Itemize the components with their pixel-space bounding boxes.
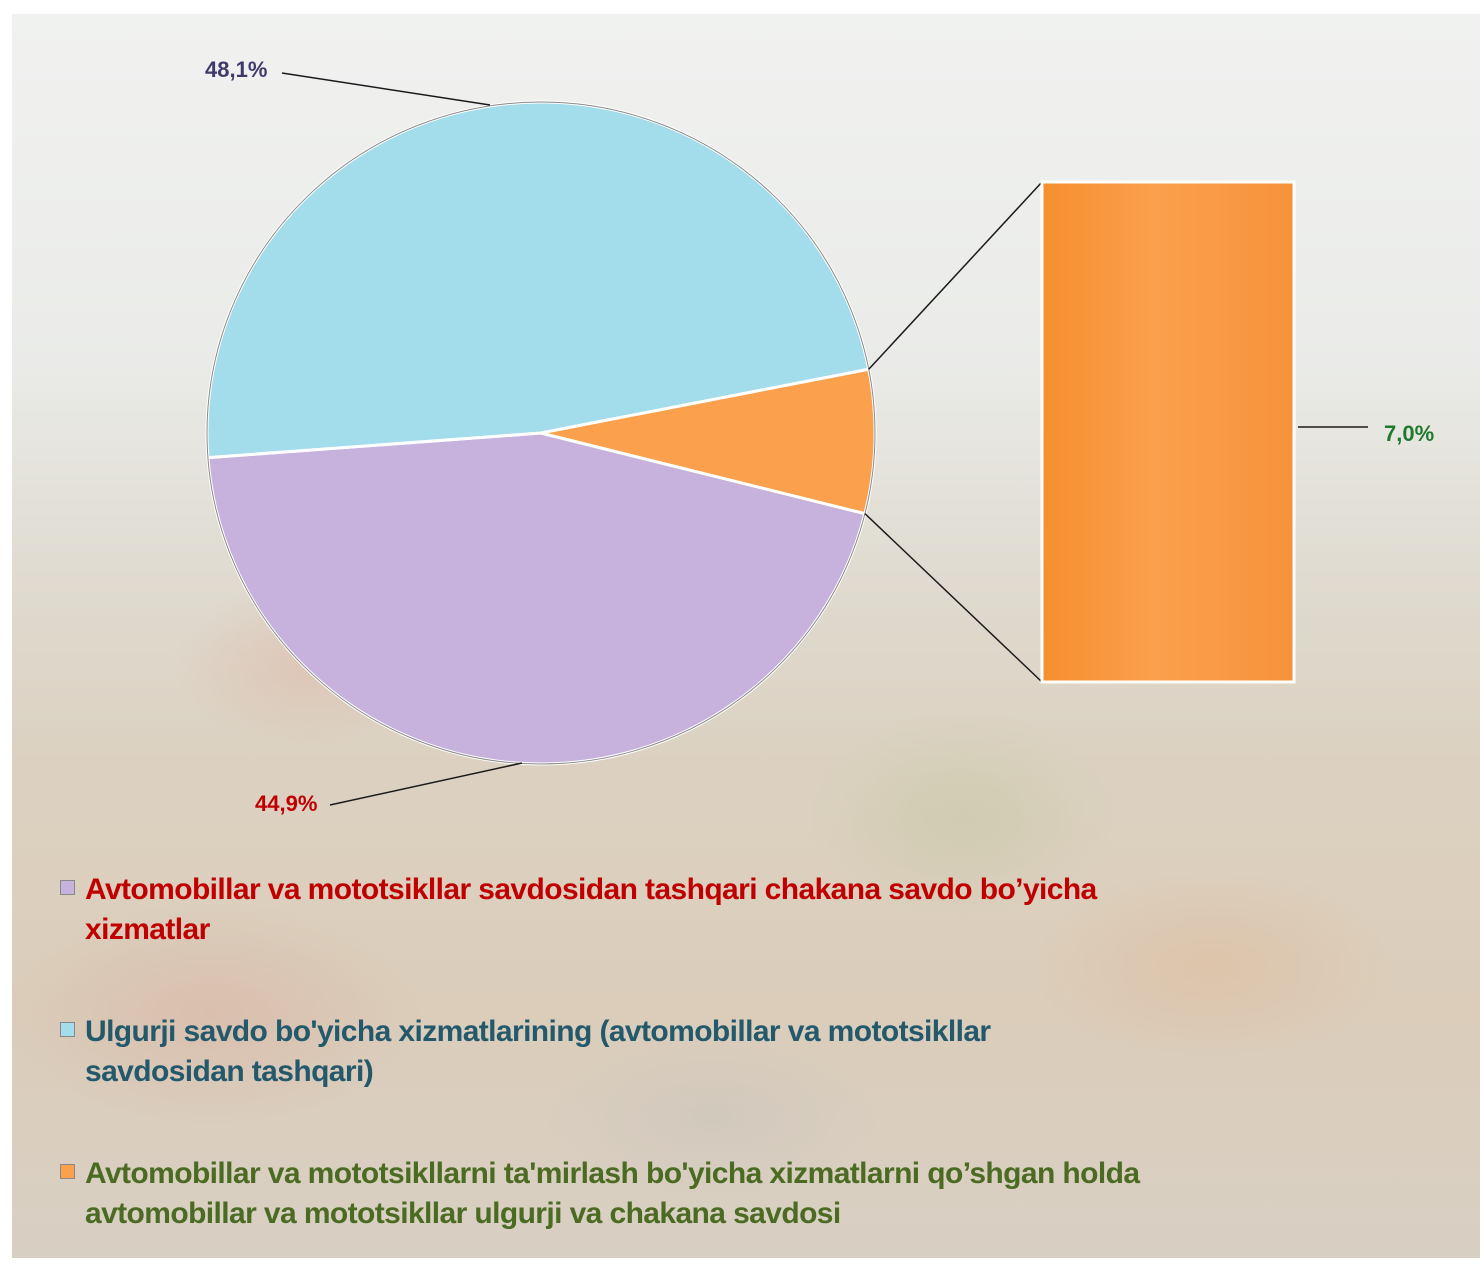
- legend-label-wholesale: Ulgurji savdo bo'yicha xizmatlarining (a…: [85, 1012, 991, 1092]
- legend-label-retail-line1: Avtomobillar va mototsikllar savdosidan …: [85, 873, 1097, 906]
- legend-label-auto: Avtomobillar va mototsikllarni ta'mirlas…: [85, 1154, 1140, 1234]
- secondary-bar-segment-auto: [1040, 180, 1296, 684]
- legend-label-auto-line1: Avtomobillar va mototsikllarni ta'mirlas…: [85, 1157, 1140, 1190]
- legend-label-retail: Avtomobillar va mototsikllar savdosidan …: [85, 870, 1097, 950]
- data-label-auto: 7,0%: [1384, 421, 1434, 446]
- data-label-retail: 44,9%: [255, 791, 317, 816]
- secondary-bar-group: [1040, 180, 1296, 684]
- data-label-wholesale: 48,1%: [205, 57, 267, 82]
- connector-line-top: [868, 181, 1043, 370]
- legend-item-retail: Avtomobillar va mototsikllar savdosidan …: [60, 870, 1470, 950]
- leader-line-wholesale: [281, 72, 491, 106]
- legend-label-retail-line2: xizmatlar: [85, 913, 210, 946]
- leader-line-retail: [329, 762, 523, 806]
- legend-label-auto-line2: avtomobillar va mototsikllar ulgurji va …: [85, 1197, 841, 1230]
- legend-swatch-wholesale: [60, 1022, 75, 1037]
- connector-lines: [864, 181, 1043, 683]
- data-labels: 48,1% 44,9% 7,0%: [205, 57, 1434, 816]
- legend-item-wholesale: Ulgurji savdo bo'yicha xizmatlarining (a…: [60, 1012, 1470, 1092]
- legend-item-auto: Avtomobillar va mototsikllarni ta'mirlas…: [60, 1154, 1470, 1234]
- pie-group: [205, 100, 877, 766]
- legend-swatch-retail: [60, 880, 75, 895]
- connector-line-bottom: [864, 513, 1043, 683]
- legend-swatch-auto: [60, 1164, 75, 1179]
- legend-label-wholesale-line2: savdosidan tashqari): [85, 1055, 374, 1088]
- legend-label-wholesale-line1: Ulgurji savdo bo'yicha xizmatlarining (a…: [85, 1015, 991, 1048]
- pie-outline: [206, 101, 876, 765]
